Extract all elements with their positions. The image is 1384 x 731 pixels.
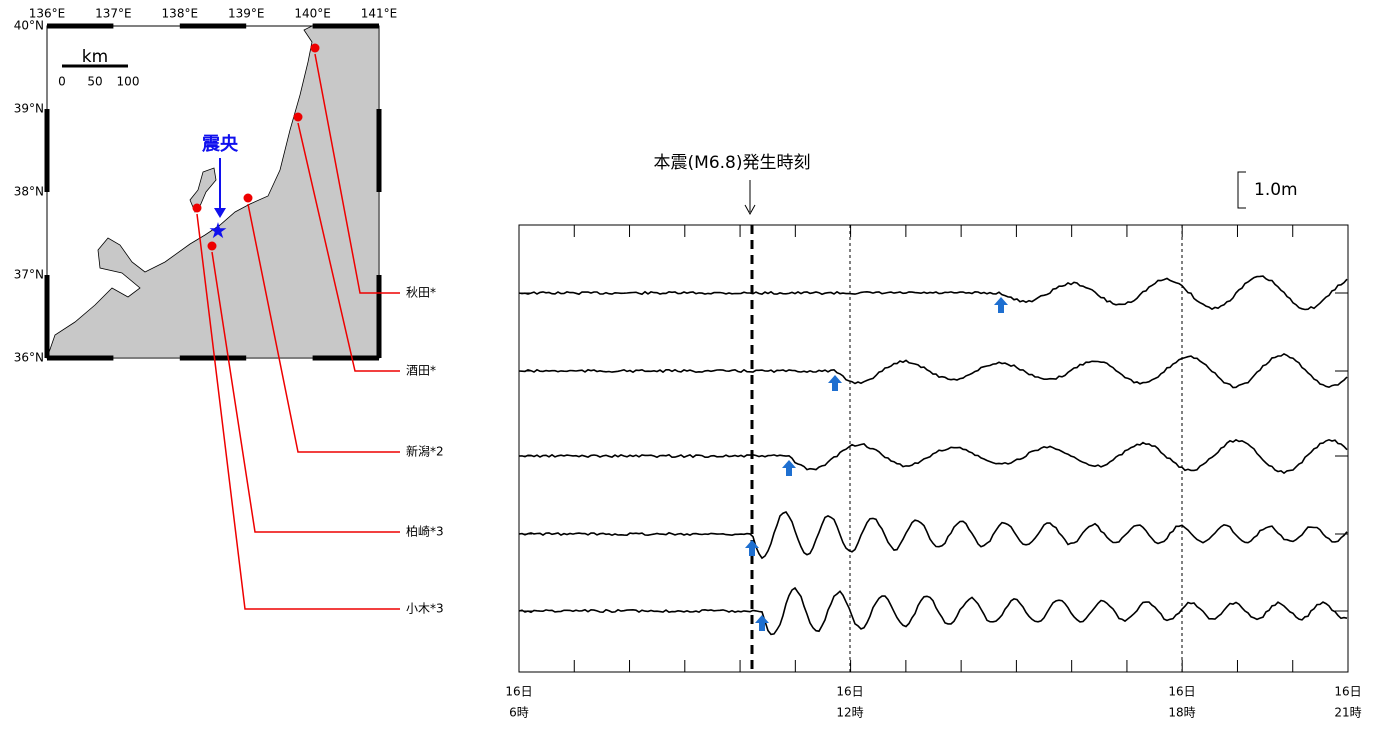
arrival-arrow xyxy=(755,615,769,631)
lon-label: 138°E xyxy=(162,7,199,21)
x-label-hour: 12時 xyxy=(836,706,863,720)
epicenter-star: ★ xyxy=(208,219,228,244)
x-label-day: 16日 xyxy=(1168,685,1195,699)
station-dot xyxy=(310,43,320,53)
station-label: 秋田* xyxy=(406,286,436,300)
chart-frame xyxy=(518,224,1349,673)
map-ticks: 136°E 137°E 138°E 139°E 140°E 141°E 40°N 39°N 38… xyxy=(14,7,398,365)
station-link xyxy=(196,213,400,610)
arrival-arrow xyxy=(745,540,759,556)
x-label-day: 16日 xyxy=(505,685,532,699)
amplitude-label: 1.0m xyxy=(1254,180,1298,200)
x-label-day: 16日 xyxy=(836,685,863,699)
waveform xyxy=(518,352,1348,389)
waveform xyxy=(518,275,1348,311)
lon-label: 136°E xyxy=(29,7,66,21)
waveform xyxy=(518,438,1348,475)
arrival-arrow xyxy=(782,460,796,476)
x-label-hour: 6時 xyxy=(509,706,529,720)
station-dot xyxy=(293,112,303,122)
scale-tick-label: 100 xyxy=(117,75,140,89)
lat-label: 36°N xyxy=(14,351,44,365)
lon-label: 140°E xyxy=(294,7,331,21)
waveform xyxy=(518,511,1348,560)
lat-label: 40°N xyxy=(14,19,44,33)
lon-label: 141°E xyxy=(361,7,398,21)
station-link xyxy=(211,251,400,533)
station-dot xyxy=(243,193,253,203)
station-dot xyxy=(192,203,202,213)
x-label-day: 16日 xyxy=(1334,685,1361,699)
amplitude-bar xyxy=(1237,171,1246,209)
station-label: 柏崎*3 xyxy=(406,524,444,539)
station-label: 新潟*2 xyxy=(406,444,444,459)
station-label: 小木*3 xyxy=(406,602,444,616)
arrow-head xyxy=(744,204,756,216)
station-label: 酒田* xyxy=(406,364,436,378)
lat-label: 39°N xyxy=(14,102,44,116)
lat-label: 38°N xyxy=(14,185,44,199)
scale-unit: km xyxy=(82,47,108,67)
map: 136°E 137°E 138°E 139°E 140°E 141°E 40°N 39°N 38… xyxy=(14,7,398,365)
x-label-hour: 21時 xyxy=(1334,706,1361,720)
lat-label: 37°N xyxy=(14,268,44,282)
station-dot xyxy=(207,241,217,251)
arrow-head xyxy=(214,208,226,218)
lon-label: 137°E xyxy=(95,7,132,21)
scale-ticks: 0 50 100 xyxy=(58,75,139,89)
station-link xyxy=(297,122,400,372)
arrival-arrow xyxy=(994,297,1008,313)
station-link xyxy=(247,203,400,453)
scale-tick-label: 0 xyxy=(58,75,66,89)
arrival-arrow xyxy=(828,375,842,391)
tide-chart: 本震(M6.8)発生時刻 1.0m 16日 6時 16日 12時 16日 18時 16日 21… xyxy=(505,153,1361,720)
x-label-hour: 18時 xyxy=(1168,706,1195,720)
lon-label: 139°E xyxy=(228,7,265,21)
waveform xyxy=(518,586,1348,636)
epicenter-label: 震央 xyxy=(202,133,239,155)
annotation: 本震(M6.8)発生時刻 xyxy=(654,153,811,173)
station-links: 秋田* 酒田* 新潟*2 柏崎*3 小木*3 xyxy=(192,43,444,616)
scale-tick-label: 50 xyxy=(87,75,102,89)
land xyxy=(46,25,380,359)
station-link xyxy=(314,53,400,294)
